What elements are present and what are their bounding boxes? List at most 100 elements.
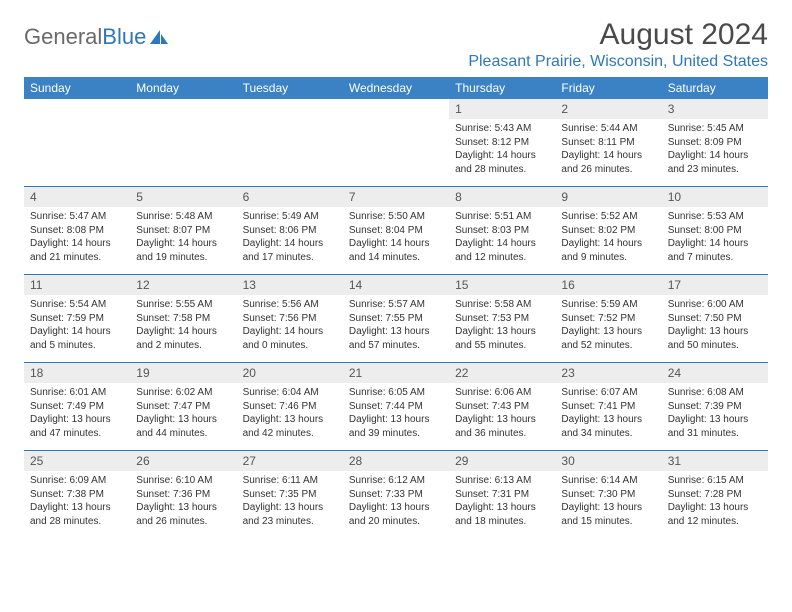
day-detail: Sunrise: 6:06 AMSunset: 7:43 PMDaylight:… bbox=[449, 383, 555, 450]
day-detail: Sunrise: 6:11 AMSunset: 7:35 PMDaylight:… bbox=[237, 471, 343, 538]
day-detail: Sunrise: 5:56 AMSunset: 7:56 PMDaylight:… bbox=[237, 295, 343, 362]
day-detail: Sunrise: 6:15 AMSunset: 7:28 PMDaylight:… bbox=[662, 471, 768, 538]
calendar-cell: 25Sunrise: 6:09 AMSunset: 7:38 PMDayligh… bbox=[24, 451, 130, 539]
day-detail: Sunrise: 6:01 AMSunset: 7:49 PMDaylight:… bbox=[24, 383, 130, 450]
day-detail: Sunrise: 5:50 AMSunset: 8:04 PMDaylight:… bbox=[343, 207, 449, 274]
day-detail: Sunrise: 5:49 AMSunset: 8:06 PMDaylight:… bbox=[237, 207, 343, 274]
day-number: 18 bbox=[24, 363, 130, 383]
calendar-cell: 8Sunrise: 5:51 AMSunset: 8:03 PMDaylight… bbox=[449, 187, 555, 275]
calendar-table: SundayMondayTuesdayWednesdayThursdayFrid… bbox=[24, 77, 768, 538]
day-number bbox=[24, 99, 130, 119]
calendar-head: SundayMondayTuesdayWednesdayThursdayFrid… bbox=[24, 77, 768, 99]
day-number: 26 bbox=[130, 451, 236, 471]
calendar-cell: 12Sunrise: 5:55 AMSunset: 7:58 PMDayligh… bbox=[130, 275, 236, 363]
calendar-cell: 7Sunrise: 5:50 AMSunset: 8:04 PMDaylight… bbox=[343, 187, 449, 275]
day-detail: Sunrise: 5:47 AMSunset: 8:08 PMDaylight:… bbox=[24, 207, 130, 274]
day-number: 31 bbox=[662, 451, 768, 471]
day-detail: Sunrise: 6:02 AMSunset: 7:47 PMDaylight:… bbox=[130, 383, 236, 450]
day-detail: Sunrise: 5:57 AMSunset: 7:55 PMDaylight:… bbox=[343, 295, 449, 362]
day-header: Saturday bbox=[662, 77, 768, 99]
calendar-cell: 19Sunrise: 6:02 AMSunset: 7:47 PMDayligh… bbox=[130, 363, 236, 451]
day-detail: Sunrise: 6:10 AMSunset: 7:36 PMDaylight:… bbox=[130, 471, 236, 538]
day-number: 8 bbox=[449, 187, 555, 207]
calendar-cell: 20Sunrise: 6:04 AMSunset: 7:46 PMDayligh… bbox=[237, 363, 343, 451]
day-detail: Sunrise: 6:04 AMSunset: 7:46 PMDaylight:… bbox=[237, 383, 343, 450]
calendar-cell: 26Sunrise: 6:10 AMSunset: 7:36 PMDayligh… bbox=[130, 451, 236, 539]
day-number: 14 bbox=[343, 275, 449, 295]
logo-sail-icon bbox=[148, 28, 170, 46]
calendar-cell: 13Sunrise: 5:56 AMSunset: 7:56 PMDayligh… bbox=[237, 275, 343, 363]
calendar-cell: 18Sunrise: 6:01 AMSunset: 7:49 PMDayligh… bbox=[24, 363, 130, 451]
title-block: August 2024 Pleasant Prairie, Wisconsin,… bbox=[468, 18, 768, 71]
day-number: 13 bbox=[237, 275, 343, 295]
calendar-cell bbox=[237, 99, 343, 187]
calendar-week: 4Sunrise: 5:47 AMSunset: 8:08 PMDaylight… bbox=[24, 187, 768, 275]
day-number: 21 bbox=[343, 363, 449, 383]
day-detail: Sunrise: 5:53 AMSunset: 8:00 PMDaylight:… bbox=[662, 207, 768, 274]
logo: GeneralBlue bbox=[24, 18, 170, 50]
calendar-cell: 22Sunrise: 6:06 AMSunset: 7:43 PMDayligh… bbox=[449, 363, 555, 451]
calendar-cell: 21Sunrise: 6:05 AMSunset: 7:44 PMDayligh… bbox=[343, 363, 449, 451]
day-number bbox=[343, 99, 449, 119]
calendar-cell: 17Sunrise: 6:00 AMSunset: 7:50 PMDayligh… bbox=[662, 275, 768, 363]
calendar-cell: 4Sunrise: 5:47 AMSunset: 8:08 PMDaylight… bbox=[24, 187, 130, 275]
calendar-cell: 29Sunrise: 6:13 AMSunset: 7:31 PMDayligh… bbox=[449, 451, 555, 539]
header: GeneralBlue August 2024 Pleasant Prairie… bbox=[24, 18, 768, 71]
day-number: 6 bbox=[237, 187, 343, 207]
day-detail: Sunrise: 5:48 AMSunset: 8:07 PMDaylight:… bbox=[130, 207, 236, 274]
calendar-cell: 10Sunrise: 5:53 AMSunset: 8:00 PMDayligh… bbox=[662, 187, 768, 275]
day-number: 27 bbox=[237, 451, 343, 471]
day-detail: Sunrise: 6:12 AMSunset: 7:33 PMDaylight:… bbox=[343, 471, 449, 538]
day-number: 28 bbox=[343, 451, 449, 471]
day-number: 11 bbox=[24, 275, 130, 295]
logo-text-1: General bbox=[24, 24, 102, 50]
day-number bbox=[130, 99, 236, 119]
day-detail bbox=[237, 119, 343, 186]
calendar-week: 25Sunrise: 6:09 AMSunset: 7:38 PMDayligh… bbox=[24, 451, 768, 539]
day-number bbox=[237, 99, 343, 119]
day-number: 17 bbox=[662, 275, 768, 295]
day-number: 20 bbox=[237, 363, 343, 383]
day-number: 29 bbox=[449, 451, 555, 471]
day-number: 2 bbox=[555, 99, 661, 119]
day-number: 3 bbox=[662, 99, 768, 119]
day-number: 30 bbox=[555, 451, 661, 471]
day-detail: Sunrise: 6:08 AMSunset: 7:39 PMDaylight:… bbox=[662, 383, 768, 450]
calendar-cell: 31Sunrise: 6:15 AMSunset: 7:28 PMDayligh… bbox=[662, 451, 768, 539]
day-number: 22 bbox=[449, 363, 555, 383]
month-title: August 2024 bbox=[468, 18, 768, 51]
day-number: 16 bbox=[555, 275, 661, 295]
day-header: Monday bbox=[130, 77, 236, 99]
calendar-cell: 23Sunrise: 6:07 AMSunset: 7:41 PMDayligh… bbox=[555, 363, 661, 451]
day-detail: Sunrise: 6:00 AMSunset: 7:50 PMDaylight:… bbox=[662, 295, 768, 362]
day-number: 4 bbox=[24, 187, 130, 207]
day-header: Wednesday bbox=[343, 77, 449, 99]
day-number: 12 bbox=[130, 275, 236, 295]
day-number: 10 bbox=[662, 187, 768, 207]
day-detail: Sunrise: 6:13 AMSunset: 7:31 PMDaylight:… bbox=[449, 471, 555, 538]
logo-text-2: Blue bbox=[102, 24, 146, 50]
calendar-cell: 1Sunrise: 5:43 AMSunset: 8:12 PMDaylight… bbox=[449, 99, 555, 187]
day-detail: Sunrise: 5:51 AMSunset: 8:03 PMDaylight:… bbox=[449, 207, 555, 274]
calendar-week: 1Sunrise: 5:43 AMSunset: 8:12 PMDaylight… bbox=[24, 99, 768, 187]
calendar-cell: 11Sunrise: 5:54 AMSunset: 7:59 PMDayligh… bbox=[24, 275, 130, 363]
calendar-cell bbox=[130, 99, 236, 187]
day-number: 5 bbox=[130, 187, 236, 207]
day-detail bbox=[24, 119, 130, 186]
day-number: 24 bbox=[662, 363, 768, 383]
day-detail: Sunrise: 6:14 AMSunset: 7:30 PMDaylight:… bbox=[555, 471, 661, 538]
location: Pleasant Prairie, Wisconsin, United Stat… bbox=[468, 53, 768, 71]
calendar-week: 11Sunrise: 5:54 AMSunset: 7:59 PMDayligh… bbox=[24, 275, 768, 363]
day-detail: Sunrise: 5:43 AMSunset: 8:12 PMDaylight:… bbox=[449, 119, 555, 186]
day-number: 1 bbox=[449, 99, 555, 119]
day-header: Tuesday bbox=[237, 77, 343, 99]
day-number: 23 bbox=[555, 363, 661, 383]
calendar-cell: 27Sunrise: 6:11 AMSunset: 7:35 PMDayligh… bbox=[237, 451, 343, 539]
calendar-cell: 15Sunrise: 5:58 AMSunset: 7:53 PMDayligh… bbox=[449, 275, 555, 363]
day-number: 19 bbox=[130, 363, 236, 383]
calendar-cell: 5Sunrise: 5:48 AMSunset: 8:07 PMDaylight… bbox=[130, 187, 236, 275]
day-number: 25 bbox=[24, 451, 130, 471]
day-header: Sunday bbox=[24, 77, 130, 99]
day-header: Friday bbox=[555, 77, 661, 99]
calendar-cell: 3Sunrise: 5:45 AMSunset: 8:09 PMDaylight… bbox=[662, 99, 768, 187]
